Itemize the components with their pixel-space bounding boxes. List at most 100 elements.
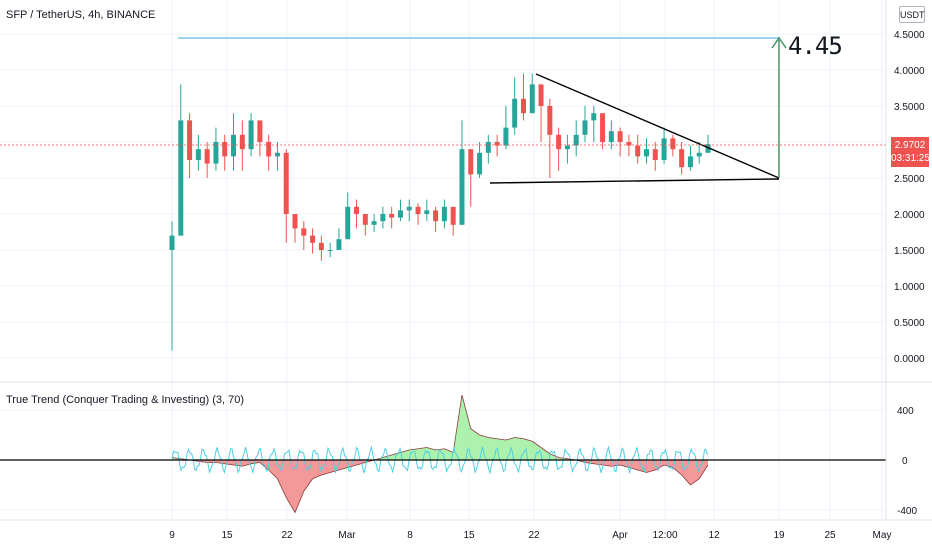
candle-body: [520, 98, 526, 114]
candle-body: [283, 152, 289, 214]
candle-body: [380, 214, 386, 222]
candle-body: [336, 239, 342, 250]
last-price-value: 2.9702: [894, 140, 926, 151]
price-axis[interactable]: 4.50004.00003.50003.00002.50002.00001.50…: [894, 30, 925, 365]
candle-body: [441, 206, 447, 222]
candle-body: [318, 242, 324, 250]
candle-body: [266, 142, 272, 157]
time-tick-label: 22: [281, 530, 293, 541]
candle-body: [477, 152, 483, 175]
candle-body: [661, 138, 667, 160]
candle-body: [468, 149, 474, 175]
candle-body: [687, 156, 693, 168]
indicator-pane[interactable]: [0, 394, 886, 514]
candle-body: [195, 149, 201, 160]
candle-body: [231, 134, 237, 157]
candle-body: [424, 210, 430, 214]
candle-body: [204, 149, 210, 164]
candle-body: [222, 142, 228, 157]
signal-wave: [171, 445, 708, 475]
candle-body: [274, 152, 280, 157]
target-label: 4.45: [788, 32, 843, 60]
candle-body: [652, 149, 658, 160]
triangle-upper-line: [535, 73, 780, 179]
candle-body: [670, 138, 676, 150]
candle-body: [248, 120, 254, 150]
time-tick-label: 15: [221, 530, 233, 541]
candle-body: [178, 120, 184, 236]
candle-body: [600, 113, 606, 142]
drawings: [178, 36, 787, 184]
time-tick-label: Apr: [612, 530, 628, 541]
price-tick-label: 0.5000: [894, 318, 925, 329]
time-axis[interactable]: 9 15 22 Mar 8 15 22 Apr 12:00 12 19 25 May: [169, 530, 891, 541]
candle-body: [529, 84, 535, 114]
candle-body: [187, 120, 193, 160]
candle-body: [362, 214, 368, 225]
candle-body: [696, 152, 702, 157]
candle-body: [679, 149, 685, 168]
currency-button[interactable]: USDT: [899, 6, 925, 23]
candle-body: [564, 145, 570, 150]
time-tick-label: 15: [463, 530, 475, 541]
candle-body: [415, 206, 421, 214]
time-tick-label: 25: [824, 530, 836, 541]
candle-body: [538, 84, 544, 106]
time-tick-label: 8: [407, 530, 413, 541]
candle-body: [239, 134, 245, 150]
time-tick-label: 22: [528, 530, 540, 541]
candle-body: [512, 98, 518, 128]
candle-body: [301, 228, 307, 236]
candle-body: [705, 144, 711, 153]
candle-body: [591, 113, 597, 121]
grid: [0, 0, 886, 520]
time-tick-label: 12:00: [652, 530, 677, 541]
candle-body: [327, 250, 333, 251]
candle-body: [406, 206, 412, 211]
oscillator-line: [171, 394, 709, 514]
price-tick-label: 0.0000: [894, 354, 925, 365]
candle-body: [459, 149, 465, 225]
candle-body: [354, 206, 360, 214]
candle-body: [371, 221, 377, 225]
chart-title: SFP / TetherUS, 4h, BINANCE: [6, 9, 156, 21]
price-tick-label: 4.5000: [894, 30, 925, 41]
price-tick-label: 3.5000: [894, 102, 925, 113]
price-tick-label: 1.0000: [894, 282, 925, 293]
price-pane[interactable]: [169, 73, 711, 351]
candle-body: [397, 210, 403, 218]
time-tick-label: 19: [773, 530, 785, 541]
candle-body: [556, 134, 562, 150]
price-tick-label: 1.5000: [894, 246, 925, 257]
time-tick-label: May: [873, 530, 892, 541]
indicator-tick-label: 400: [897, 406, 914, 417]
candle-body: [608, 131, 614, 142]
indicator-axis[interactable]: 400 0 -400: [897, 406, 917, 517]
candle-body: [310, 235, 316, 243]
time-tick-label: Mar: [338, 530, 356, 541]
candle-body: [635, 145, 641, 157]
candle-body: [345, 206, 351, 240]
candle-body: [573, 134, 579, 146]
candle-body: [169, 235, 175, 250]
indicator-tick-label: 0: [902, 456, 908, 467]
target-arrow-head: [771, 36, 787, 49]
candle-body: [433, 210, 439, 222]
triangle-lower-line: [489, 178, 780, 184]
time-tick-label: 9: [169, 530, 175, 541]
candle-body: [582, 120, 588, 135]
candle-body: [643, 149, 649, 157]
candle-body: [626, 142, 632, 146]
indicator-title: True Trend (Conquer Trading & Investing)…: [6, 394, 245, 406]
candle-body: [485, 142, 491, 153]
price-tick-label: 2.0000: [894, 210, 925, 221]
candle-body: [450, 206, 456, 225]
candle-body: [494, 142, 500, 146]
oscillator-negative-fill: [172, 460, 708, 513]
candle-body: [503, 127, 509, 146]
price-tick-label: 4.0000: [894, 66, 925, 77]
indicator-tick-label: -400: [897, 506, 917, 517]
bar-countdown: 03:31:25: [891, 153, 930, 164]
candle-body: [547, 106, 553, 135]
